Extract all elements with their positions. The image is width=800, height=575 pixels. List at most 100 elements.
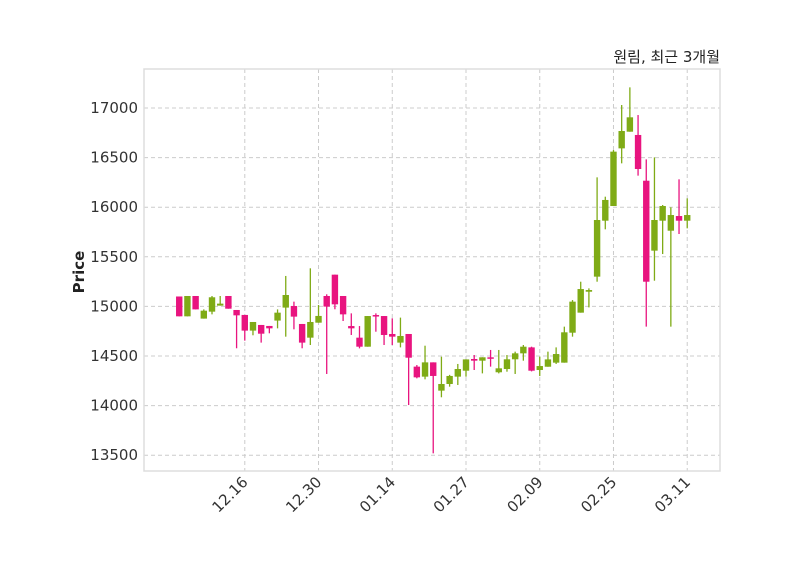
candle-body	[610, 151, 617, 207]
candle	[348, 313, 355, 335]
candle	[430, 362, 437, 454]
y-tick-label: 15000	[90, 297, 138, 315]
candle-body	[495, 368, 502, 373]
candle	[397, 317, 404, 348]
candle-body	[413, 366, 421, 378]
y-tick-label: 14500	[90, 347, 138, 365]
candle-body	[298, 323, 306, 343]
candle	[356, 326, 363, 349]
y-tick-label: 16500	[90, 149, 138, 167]
candle-body	[667, 215, 675, 231]
candle	[216, 295, 224, 306]
y-tick-label: 16000	[90, 198, 138, 216]
candle-body	[487, 357, 494, 359]
candle-body	[684, 215, 691, 221]
candle-body	[602, 199, 609, 221]
candle	[487, 349, 494, 367]
candle-body	[331, 274, 339, 305]
candle-body	[184, 295, 191, 317]
candle	[413, 365, 421, 379]
candle-body	[618, 131, 625, 149]
candle	[200, 309, 208, 319]
candle	[536, 356, 543, 377]
candle-body	[192, 295, 199, 310]
x-axis-ticks: 12.16 12.30 01.14 01.27 02.09 02.25 03.11	[209, 473, 695, 516]
candle	[561, 326, 568, 363]
candle	[659, 205, 666, 255]
candle-body	[241, 314, 248, 331]
x-tick-label: 01.14	[356, 473, 399, 516]
candle	[421, 345, 429, 380]
candle-body	[266, 325, 273, 329]
candle	[446, 374, 453, 387]
candle-body	[462, 359, 470, 371]
candle-body	[200, 310, 208, 319]
candle-body	[626, 117, 634, 132]
candle	[315, 305, 322, 323]
candle-body	[290, 306, 298, 317]
candle	[331, 274, 339, 310]
x-tick-label: 02.09	[503, 473, 546, 516]
candle	[249, 321, 257, 336]
candle-body	[421, 362, 429, 377]
candle	[544, 351, 552, 367]
candle	[552, 347, 560, 364]
candle	[454, 363, 462, 385]
candle-body	[503, 359, 511, 370]
candle	[610, 150, 617, 207]
candle-body	[208, 297, 216, 312]
candle-body	[372, 315, 380, 317]
candle-body	[356, 337, 363, 347]
candle	[184, 295, 191, 317]
y-tick-label: 17000	[90, 99, 138, 117]
y-tick-label: 14000	[90, 397, 138, 415]
candle-body	[544, 359, 552, 367]
candle	[372, 313, 380, 332]
candle	[266, 325, 273, 334]
chart-title: 원림, 최근 3개월	[613, 48, 720, 66]
grid	[144, 69, 720, 471]
candle-body	[282, 295, 289, 308]
candle-body	[470, 358, 478, 361]
candle	[569, 300, 576, 337]
x-tick-label: 03.11	[651, 473, 694, 516]
candle	[339, 295, 347, 321]
candle-body	[438, 383, 445, 391]
candle	[675, 179, 683, 234]
candle-body	[176, 296, 183, 317]
candle-body	[307, 321, 314, 338]
candle	[520, 345, 527, 361]
candle-body	[405, 333, 412, 358]
candle	[208, 295, 216, 315]
candle-body	[511, 353, 519, 360]
candle-body	[216, 303, 224, 306]
candle	[667, 207, 675, 327]
candles	[176, 87, 691, 454]
candle	[389, 318, 396, 346]
candle	[593, 177, 601, 282]
candle-body	[430, 362, 437, 376]
candle	[528, 346, 535, 372]
candle-body	[380, 316, 388, 335]
candle-body	[643, 180, 650, 282]
candle	[438, 356, 445, 398]
candle-body	[225, 295, 232, 309]
candle	[290, 301, 298, 330]
candle	[511, 351, 519, 374]
candle	[479, 357, 486, 374]
candle-body	[585, 290, 593, 292]
x-tick-label: 12.16	[209, 473, 252, 516]
candle-body	[479, 357, 486, 361]
candle-body	[249, 321, 257, 331]
candle-body	[315, 315, 322, 323]
candle	[626, 87, 634, 132]
candle	[364, 316, 371, 347]
candle	[225, 295, 232, 309]
candle-body	[552, 354, 560, 363]
x-tick-label: 02.25	[577, 473, 620, 516]
candle-body	[348, 326, 355, 329]
candle-body	[561, 332, 568, 363]
x-tick-label: 01.27	[430, 473, 473, 516]
candle	[307, 268, 314, 346]
